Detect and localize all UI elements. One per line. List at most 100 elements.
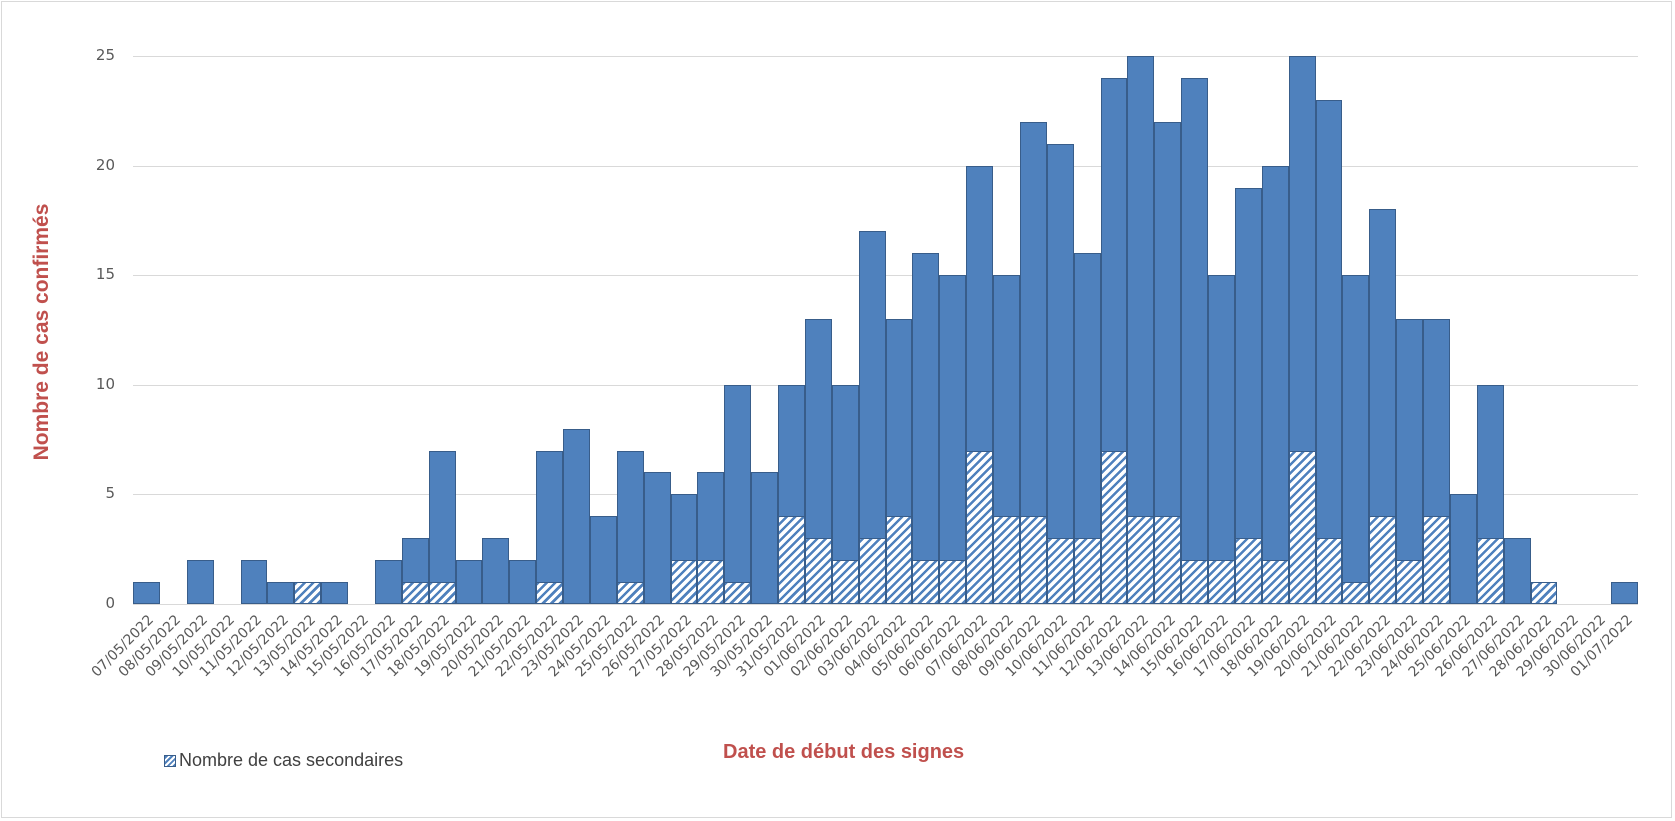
bar-31/05/2022	[778, 56, 805, 604]
bar-secondary	[1019, 516, 1047, 604]
bar-secondary	[778, 516, 805, 604]
bar-16/06/2022	[1208, 56, 1235, 604]
bar-secondary	[1476, 538, 1504, 604]
bar-secondary	[1288, 450, 1316, 604]
bar-17/05/2022	[401, 56, 429, 604]
bar-secondary	[939, 560, 967, 604]
hatched-swatch-icon	[164, 754, 176, 767]
y-tick-label: 15	[95, 265, 115, 284]
bar-14/06/2022	[1154, 56, 1182, 604]
bar-28/05/2022	[697, 56, 725, 604]
bar-01/07/2022	[1611, 56, 1638, 604]
bar-07/05/2022	[133, 56, 160, 604]
bar-confirmed	[133, 582, 160, 604]
bar-secondary	[804, 538, 832, 604]
bar-15/06/2022	[1181, 56, 1208, 604]
bar-confirmed	[1396, 319, 1423, 604]
bar-10/06/2022	[1046, 56, 1074, 604]
bar-confirmed	[1315, 99, 1343, 604]
bar-secondary	[966, 450, 993, 604]
bar-29/05/2022	[724, 56, 752, 604]
gridline	[133, 275, 1638, 277]
gridline	[133, 165, 1638, 167]
bar-secondary	[1423, 516, 1450, 604]
bar-13/06/2022	[1127, 56, 1155, 604]
bar-confirmed	[428, 450, 456, 604]
bar-23/05/2022	[563, 56, 590, 604]
bar-11/05/2022	[240, 56, 268, 604]
bar-05/06/2022	[912, 56, 940, 604]
bar-12/06/2022	[1100, 56, 1128, 604]
bar-secondary	[1154, 516, 1182, 604]
bar-09/05/2022	[186, 56, 214, 604]
bar-22/06/2022	[1369, 56, 1397, 604]
bar-secondary	[1342, 582, 1370, 604]
bar-confirmed	[1611, 582, 1638, 604]
bar-secondary	[993, 516, 1020, 604]
bar-10/05/2022	[214, 56, 241, 604]
y-tick-label: 25	[95, 46, 115, 64]
bar-26/06/2022	[1476, 56, 1504, 604]
bar-confirmed	[1234, 187, 1262, 604]
bar-21/06/2022	[1342, 56, 1370, 604]
bar-17/06/2022	[1234, 56, 1262, 604]
bar-secondary	[858, 538, 886, 604]
bar-secondary	[1315, 538, 1343, 604]
bar-08/05/2022	[160, 56, 187, 604]
bar-secondary	[536, 582, 563, 604]
bar-confirmed	[1503, 538, 1531, 604]
bar-confirmed	[1181, 77, 1208, 604]
bar-secondary	[1261, 560, 1289, 604]
bar-06/06/2022	[939, 56, 967, 604]
bar-confirmed	[455, 560, 483, 604]
bar-28/06/2022	[1530, 56, 1558, 604]
bar-18/06/2022	[1261, 56, 1289, 604]
bar-01/06/2022	[804, 56, 832, 604]
bar-series	[133, 56, 1638, 604]
bar-25/06/2022	[1449, 56, 1477, 604]
bar-08/06/2022	[993, 56, 1020, 604]
bar-confirmed	[751, 472, 778, 604]
bar-secondary	[831, 560, 859, 604]
bar-14/05/2022	[321, 56, 348, 604]
bar-secondary	[294, 582, 322, 604]
y-tick-label: 10	[95, 374, 115, 393]
bar-confirmed	[482, 538, 510, 604]
bar-secondary	[885, 516, 913, 604]
bar-confirmed	[1449, 494, 1477, 604]
bar-secondary	[1530, 582, 1558, 604]
bar-19/05/2022	[455, 56, 483, 604]
legend: Nombre de cas secondaires	[164, 750, 403, 771]
bar-23/06/2022	[1396, 56, 1423, 604]
bar-24/05/2022	[589, 56, 617, 604]
bar-07/06/2022	[966, 56, 993, 604]
bar-confirmed	[724, 384, 752, 604]
x-axis-tick-labels: 07/05/2022 08/05/2022 09/05/2022 10/05/2022…	[89, 612, 1638, 712]
bar-confirmed	[1342, 275, 1370, 604]
bar-confirmed	[1261, 165, 1289, 604]
bar-11/06/2022	[1073, 56, 1101, 604]
bar-30/06/2022	[1584, 56, 1611, 604]
bar-confirmed	[589, 516, 617, 604]
bar-12/05/2022	[267, 56, 295, 604]
bar-secondary	[1234, 538, 1262, 604]
bar-secondary	[1100, 450, 1128, 604]
plot-area	[133, 56, 1638, 605]
bar-29/06/2022	[1557, 56, 1584, 604]
bar-confirmed	[939, 275, 967, 604]
bar-20/06/2022	[1315, 56, 1343, 604]
bar-confirmed	[1046, 143, 1074, 604]
bar-confirmed	[267, 582, 295, 604]
bar-secondary	[1046, 538, 1074, 604]
y-axis-title-text: Nombre de cas confirmés	[30, 203, 53, 461]
bar-confirmed	[643, 472, 671, 604]
y-tick-label: 0	[105, 594, 115, 612]
bar-30/05/2022	[751, 56, 778, 604]
bar-secondary	[1396, 560, 1423, 604]
bar-confirmed	[509, 560, 537, 604]
bar-04/06/2022	[885, 56, 913, 604]
gridline	[133, 56, 1638, 57]
bar-20/05/2022	[482, 56, 510, 604]
bar-secondary	[724, 582, 752, 604]
bar-confirmed	[374, 560, 402, 604]
